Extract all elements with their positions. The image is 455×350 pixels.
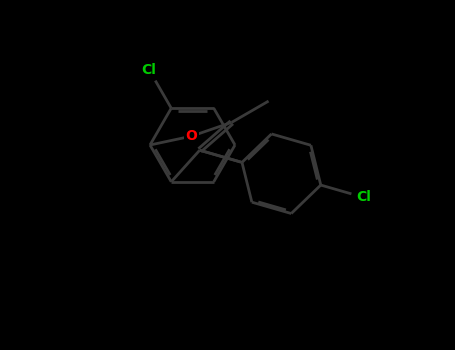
Text: O: O [186,129,197,143]
Text: Cl: Cl [142,63,157,77]
Text: Cl: Cl [356,190,371,204]
